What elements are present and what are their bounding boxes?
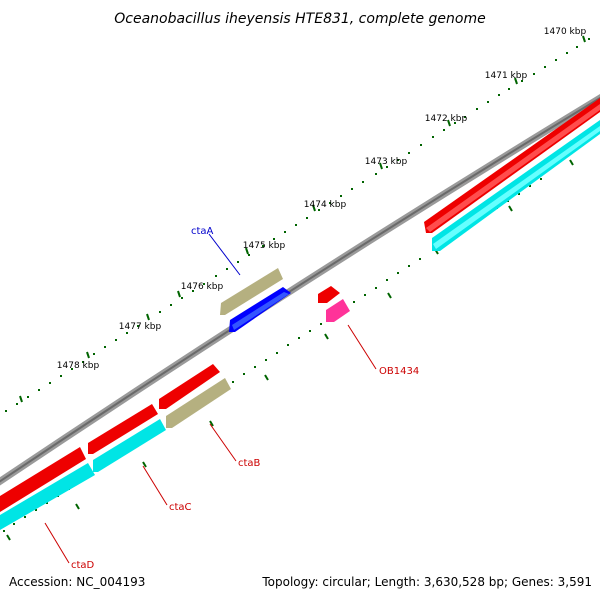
gene-label-ob1434: OB1434 [379,366,419,377]
leader-ctad [44,522,70,564]
map-title: Oceanobacillus iheyensis HTE831, complet… [114,11,485,27]
kbp-label-1472: 1472 kbp [425,114,468,124]
accession-text: Accession: NC_004193 [9,575,145,589]
gene-cta-olive-top[interactable] [220,268,283,315]
gene-ctac-cyan[interactable] [93,419,166,472]
outer-major-ticks [19,35,586,403]
leader-ctaa [208,233,241,276]
kbp-label-1478: 1478 kbp [57,361,100,371]
leader-ob1434 [347,324,377,370]
gene-label-ctac: ctaC [169,502,192,513]
kbp-label-1474: 1474 kbp [304,200,347,210]
gene-ctad-red[interactable] [0,447,86,512]
genome-backbone-core [0,96,600,483]
gene-label-ctaa: ctaA [191,226,214,237]
kbp-label-1470: 1470 kbp [544,27,587,37]
genome-summary-text: Topology: circular; Length: 3,630,528 bp… [261,575,592,589]
kbp-label-1475: 1475 kbp [243,241,286,251]
leader-ctab [209,423,237,462]
outer-tick-ring [5,38,590,412]
gene-label-ctab: ctaB [238,458,261,469]
gene-ctac-red[interactable] [88,404,158,454]
kbp-label-1471: 1471 kbp [485,71,528,81]
kbp-label-1476: 1476 kbp [181,282,224,292]
inner-major-ticks [6,159,574,541]
kbp-label-1473: 1473 kbp [365,157,408,167]
gene-ctab-red[interactable] [159,364,220,409]
leader-ctac [142,465,168,506]
gene-ob1434-pink[interactable] [326,299,350,322]
gene-ob1434-red[interactable] [318,286,340,303]
gene-label-ctad: ctaD [71,560,95,571]
kbp-label-1477: 1477 kbp [119,322,162,332]
gene-ctad-cyan[interactable] [0,463,95,530]
gene-ctab-olive[interactable] [166,378,231,428]
